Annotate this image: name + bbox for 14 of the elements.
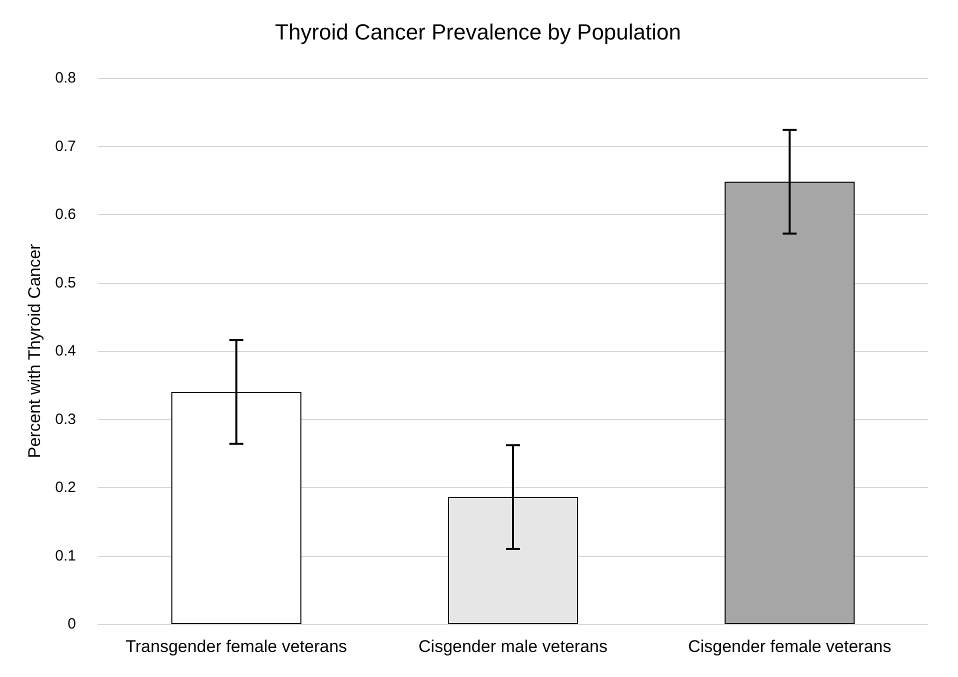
- y-tick-label: 0.1: [55, 547, 76, 564]
- y-tick-label: 0.5: [55, 274, 76, 292]
- chart-title: Thyroid Cancer Prevalence by Population: [274, 20, 682, 44]
- x-tick-label: Cisgender male veterans: [418, 637, 608, 656]
- y-tick-label: 0.8: [55, 70, 76, 86]
- y-tick-label: 0.6: [55, 206, 76, 223]
- y-tick-label: 0.4: [55, 342, 76, 360]
- y-tick-label: 0.7: [55, 138, 76, 155]
- y-tick-label: 0.2: [55, 479, 76, 496]
- y-tick-label: 0.3: [55, 410, 76, 428]
- x-tick-label: Cisgender female veterans: [688, 637, 892, 656]
- y-axis-title: Percent with Thyroid Cancer: [25, 244, 44, 458]
- x-tick-label: Transgender female veterans: [126, 637, 348, 656]
- y-tick-label: 0: [68, 616, 76, 632]
